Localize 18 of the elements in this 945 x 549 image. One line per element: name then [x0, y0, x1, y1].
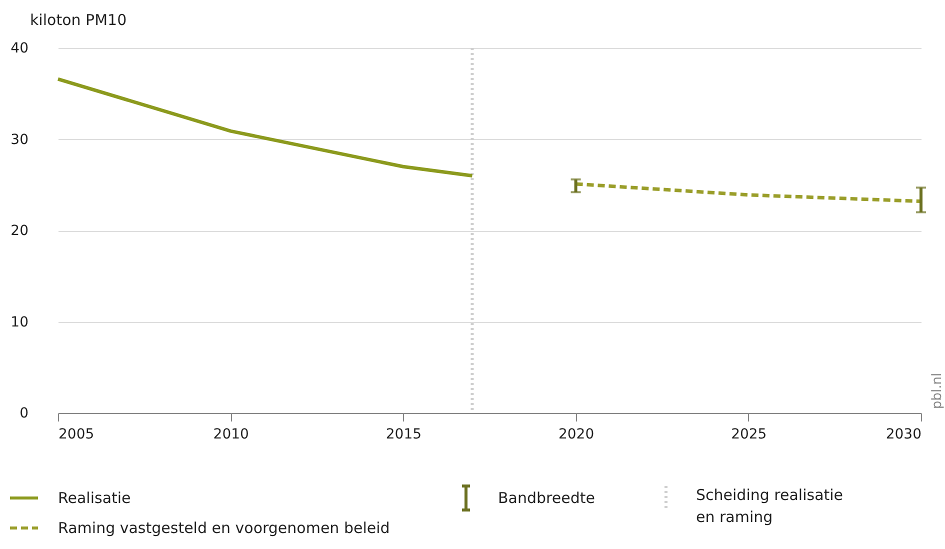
x-tick-label: 2010 — [213, 426, 249, 442]
y-tick-label: 10 — [10, 314, 28, 330]
y-tick-label: 20 — [10, 223, 28, 239]
text: pbl.nl — [930, 372, 945, 409]
y-tick-label: 0 — [20, 406, 28, 422]
legend-label: Raming vastgesteld en voorgenomen beleid — [58, 519, 390, 537]
x-tick-label: 2005 — [58, 426, 94, 442]
y-axis-title: kiloton PM10 — [30, 11, 127, 29]
legend-label: Scheiding realisatie en raming — [696, 486, 844, 526]
x-tick-label: 2025 — [731, 426, 767, 442]
text: Bandbreedte — [498, 489, 595, 507]
x-tick-label: 2020 — [558, 426, 594, 442]
y-tick-label: 30 — [10, 132, 28, 148]
legend-label: Realisatie — [58, 489, 131, 507]
x-tick-label: 2015 — [386, 426, 422, 442]
x-tick-label: 2030 — [886, 426, 922, 442]
line-series — [56, 77, 474, 178]
y-tick-label: 40 — [10, 40, 28, 56]
